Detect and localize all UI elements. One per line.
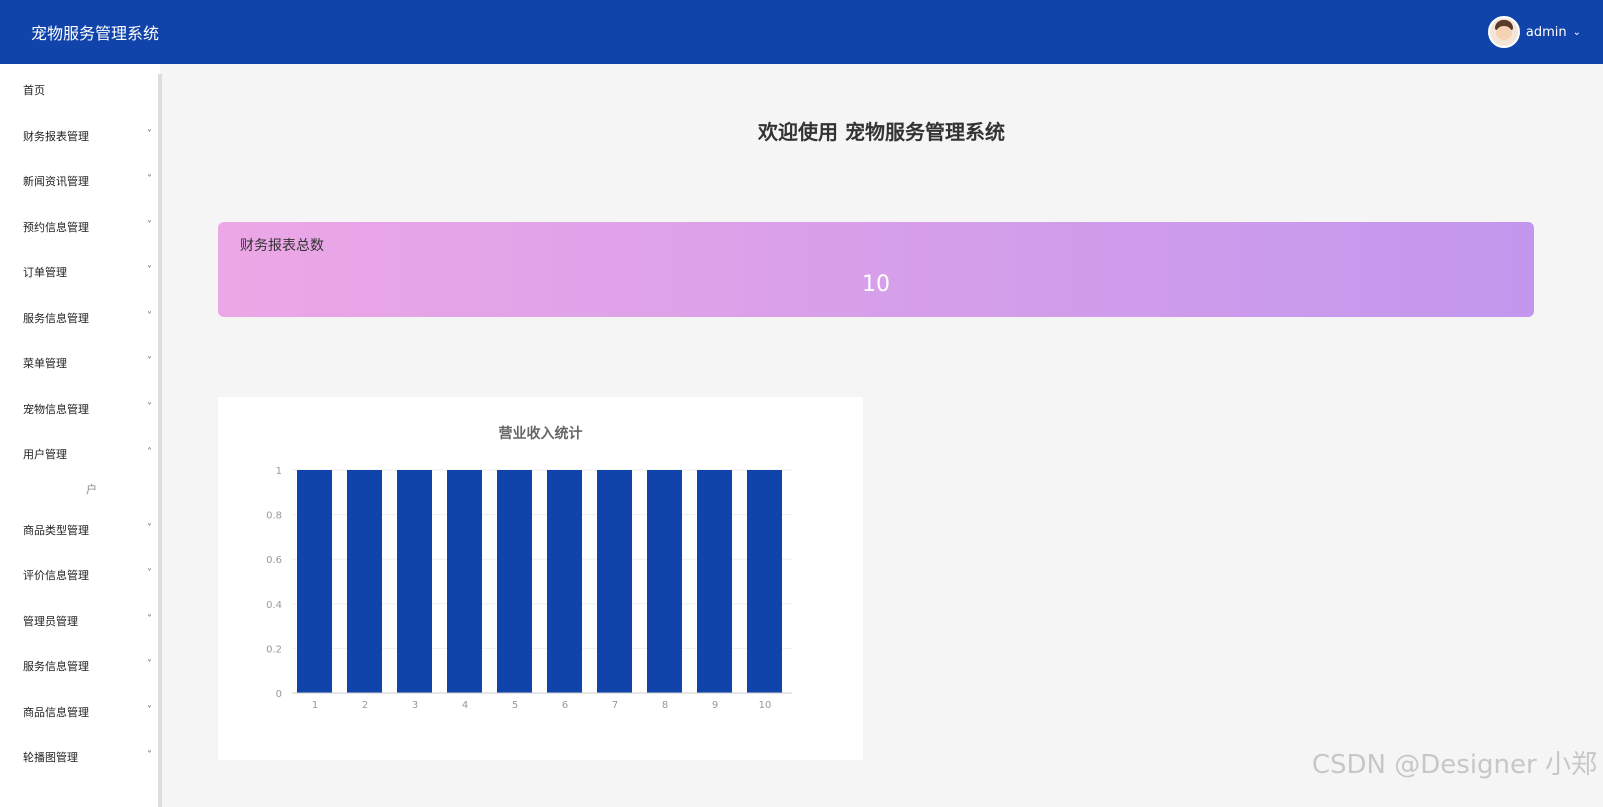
- chevron-down-icon: ˅: [147, 750, 152, 761]
- sidebar-item[interactable]: 宠物信息管理 ˅: [0, 389, 158, 429]
- sidebar-item-label: 商品类型管理: [23, 523, 89, 537]
- x-tick-label: 5: [512, 700, 518, 711]
- top-header: 宠物服务管理系统 admin ⌄: [0, 0, 1603, 64]
- y-tick-label: 0: [276, 689, 282, 700]
- sidebar-item[interactable]: 财务报表管理 ˅: [0, 116, 158, 156]
- sidebar-item-label: 宠物信息管理: [23, 402, 89, 416]
- chart-title: 营业收入统计: [498, 426, 583, 442]
- bar: [497, 470, 532, 693]
- chart-panel: 营业收入统计 0 0.2 0.4 0.6 0.8 1 1 2 3 4 5 6 7 8 9 10: [218, 397, 863, 760]
- y-tick-label: 0.8: [266, 511, 282, 522]
- sidebar-item-label: 首页: [23, 84, 45, 97]
- x-tick-label: 10: [759, 700, 772, 711]
- page-title: 欢迎使用 宠物服务管理系统: [758, 120, 1005, 144]
- sidebar-item-label: 服务信息管理: [23, 311, 89, 325]
- sidebar-item-label: 服务信息管理: [23, 660, 89, 673]
- sidebar-item[interactable]: 服务信息管理 ˅: [0, 298, 158, 338]
- sidebar-item[interactable]: 菜单管理 ˅: [0, 343, 158, 383]
- y-tick-label: 1: [276, 466, 282, 477]
- sidebar-item-label: 管理员管理: [23, 614, 78, 628]
- chevron-down-icon: ˅: [147, 356, 152, 367]
- y-tick-label: 0.2: [266, 644, 282, 655]
- chevron-up-icon: ˄: [147, 447, 152, 458]
- chevron-down-icon: ˅: [147, 174, 152, 185]
- y-tick-label: 0.6: [266, 555, 282, 566]
- bar: [597, 470, 632, 693]
- sidebar-item-label: 菜单管理: [23, 357, 67, 370]
- sidebar-item[interactable]: 商品信息管理 ˅: [0, 692, 158, 732]
- sidebar-item[interactable]: 订单管理 ˅: [0, 252, 158, 292]
- x-tick-label: 1: [312, 700, 318, 711]
- sidebar-item[interactable]: 用户管理 ˄: [0, 434, 158, 474]
- user-menu[interactable]: admin ⌄: [1487, 16, 1581, 48]
- bar: [397, 470, 432, 693]
- x-tick-label: 4: [462, 700, 468, 711]
- x-tick-label: 9: [712, 700, 718, 711]
- x-tick-label: 7: [612, 700, 618, 711]
- sidebar-item-label: 订单管理: [23, 266, 67, 279]
- sidebar-item-label: 评价信息管理: [23, 569, 89, 582]
- x-tick-label: 3: [412, 700, 418, 711]
- bar: [747, 470, 782, 693]
- x-tick-label: 6: [562, 700, 568, 711]
- sidebar-scrollbar[interactable]: [158, 74, 162, 807]
- y-tick-label: 0.4: [266, 600, 282, 611]
- sidebar-item-label: 商品信息管理: [23, 705, 89, 719]
- sidebar-item[interactable]: 评价信息管理 ˅: [0, 555, 158, 595]
- stat-value: 10: [862, 272, 890, 297]
- chevron-down-icon: ˅: [147, 659, 152, 670]
- stat-label: 财务报表总数: [240, 238, 324, 254]
- username[interactable]: admin: [1525, 24, 1567, 40]
- sidebar-item[interactable]: 服务信息管理 ˅: [0, 646, 158, 686]
- sidebar-item[interactable]: 首页: [0, 70, 158, 110]
- chevron-down-icon: ˅: [147, 704, 152, 716]
- sidebar: 首页财务报表管理 ˅ 新闻资讯管理 ˅ 预约信息管理 ˅ 订单管理 ˅ 服务信息管理 ˅ 菜单管理 ˅…: [0, 64, 160, 807]
- bar: [547, 470, 582, 693]
- sidebar-item[interactable]: 预约信息管理 ˅: [0, 207, 158, 247]
- sidebar-item-label: 财务报表管理: [23, 129, 89, 143]
- x-tick-label: 8: [662, 700, 668, 711]
- chevron-down-icon: ˅: [147, 128, 152, 140]
- submenu-item-user[interactable]: 户: [86, 483, 97, 496]
- sidebar-item[interactable]: 管理员管理 ˅: [0, 601, 158, 641]
- watermark: CSDN @Designer 小郑: [1311, 750, 1597, 780]
- bar: [697, 470, 732, 693]
- sidebar-item[interactable]: 商品类型管理 ˅: [0, 510, 158, 550]
- bar: [447, 470, 482, 693]
- sidebar-item-label: 用户管理: [23, 448, 67, 461]
- sidebar-item-label: 新闻资讯管理: [23, 175, 89, 188]
- chevron-down-icon: ˅: [147, 219, 152, 231]
- bar: [297, 470, 332, 693]
- bar: [647, 470, 682, 693]
- sidebar-item-label: 预约信息管理: [23, 220, 89, 234]
- chevron-down-icon: ⌄: [1572, 26, 1581, 38]
- x-tick-label: 2: [362, 700, 368, 711]
- bar-chart: 0 0.2 0.4 0.6 0.8 1 1 2 3 4 5 6 7 8 9 10: [266, 466, 792, 711]
- user-avatar-icon[interactable]: [1487, 16, 1520, 48]
- app-title: 宠物服务管理系统: [31, 24, 160, 43]
- sidebar-item-label: 轮播图管理: [23, 751, 78, 764]
- sidebar-item[interactable]: 轮播图管理 ˅: [0, 737, 158, 777]
- chevron-down-icon: ˅: [147, 401, 152, 413]
- stat-card: 财务报表总数 10: [218, 222, 1534, 317]
- chevron-down-icon: ˅: [147, 522, 152, 534]
- sidebar-item[interactable]: 新闻资讯管理 ˅: [0, 161, 158, 201]
- chevron-down-icon: ˅: [147, 310, 152, 322]
- chevron-down-icon: ˅: [147, 568, 152, 579]
- bar: [347, 470, 382, 693]
- chevron-down-icon: ˅: [147, 613, 152, 625]
- chevron-down-icon: ˅: [147, 265, 152, 276]
